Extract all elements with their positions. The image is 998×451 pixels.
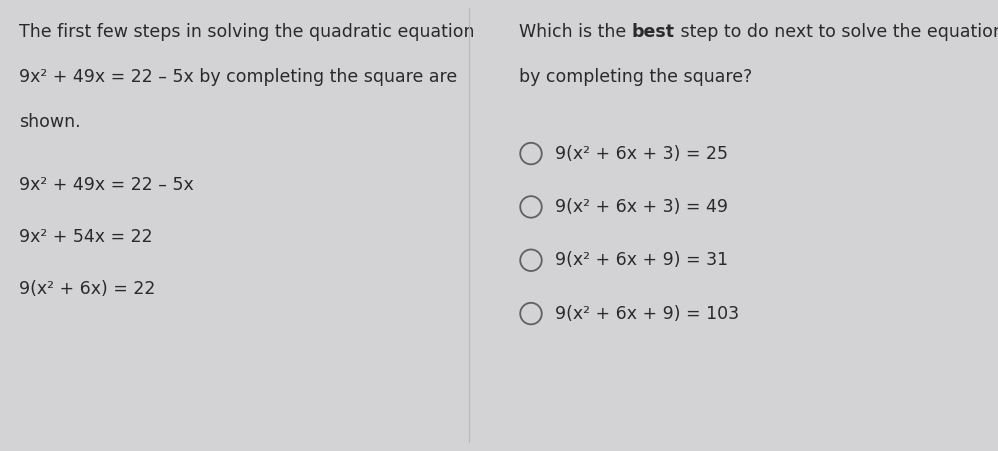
Text: shown.: shown. bbox=[19, 113, 81, 131]
Text: best: best bbox=[632, 23, 675, 41]
Text: Which is the: Which is the bbox=[519, 23, 632, 41]
Text: 9(x² + 6x + 9) = 31: 9(x² + 6x + 9) = 31 bbox=[556, 251, 729, 269]
Text: 9(x² + 6x + 3) = 25: 9(x² + 6x + 3) = 25 bbox=[556, 144, 729, 162]
Text: 9x² + 54x = 22: 9x² + 54x = 22 bbox=[19, 228, 153, 246]
Text: by completing the square?: by completing the square? bbox=[519, 68, 752, 86]
Text: 9(x² + 6x) = 22: 9(x² + 6x) = 22 bbox=[19, 280, 155, 298]
Text: 9x² + 49x = 22 – 5x: 9x² + 49x = 22 – 5x bbox=[19, 176, 194, 194]
Text: 9x² + 49x = 22 – 5x by completing the square are: 9x² + 49x = 22 – 5x by completing the sq… bbox=[19, 68, 457, 86]
Text: 9(x² + 6x + 9) = 103: 9(x² + 6x + 9) = 103 bbox=[556, 304, 740, 322]
Text: The first few steps in solving the quadratic equation: The first few steps in solving the quadr… bbox=[19, 23, 474, 41]
Text: 9(x² + 6x + 3) = 49: 9(x² + 6x + 3) = 49 bbox=[556, 198, 729, 216]
Text: step to do next to solve the equation: step to do next to solve the equation bbox=[675, 23, 998, 41]
